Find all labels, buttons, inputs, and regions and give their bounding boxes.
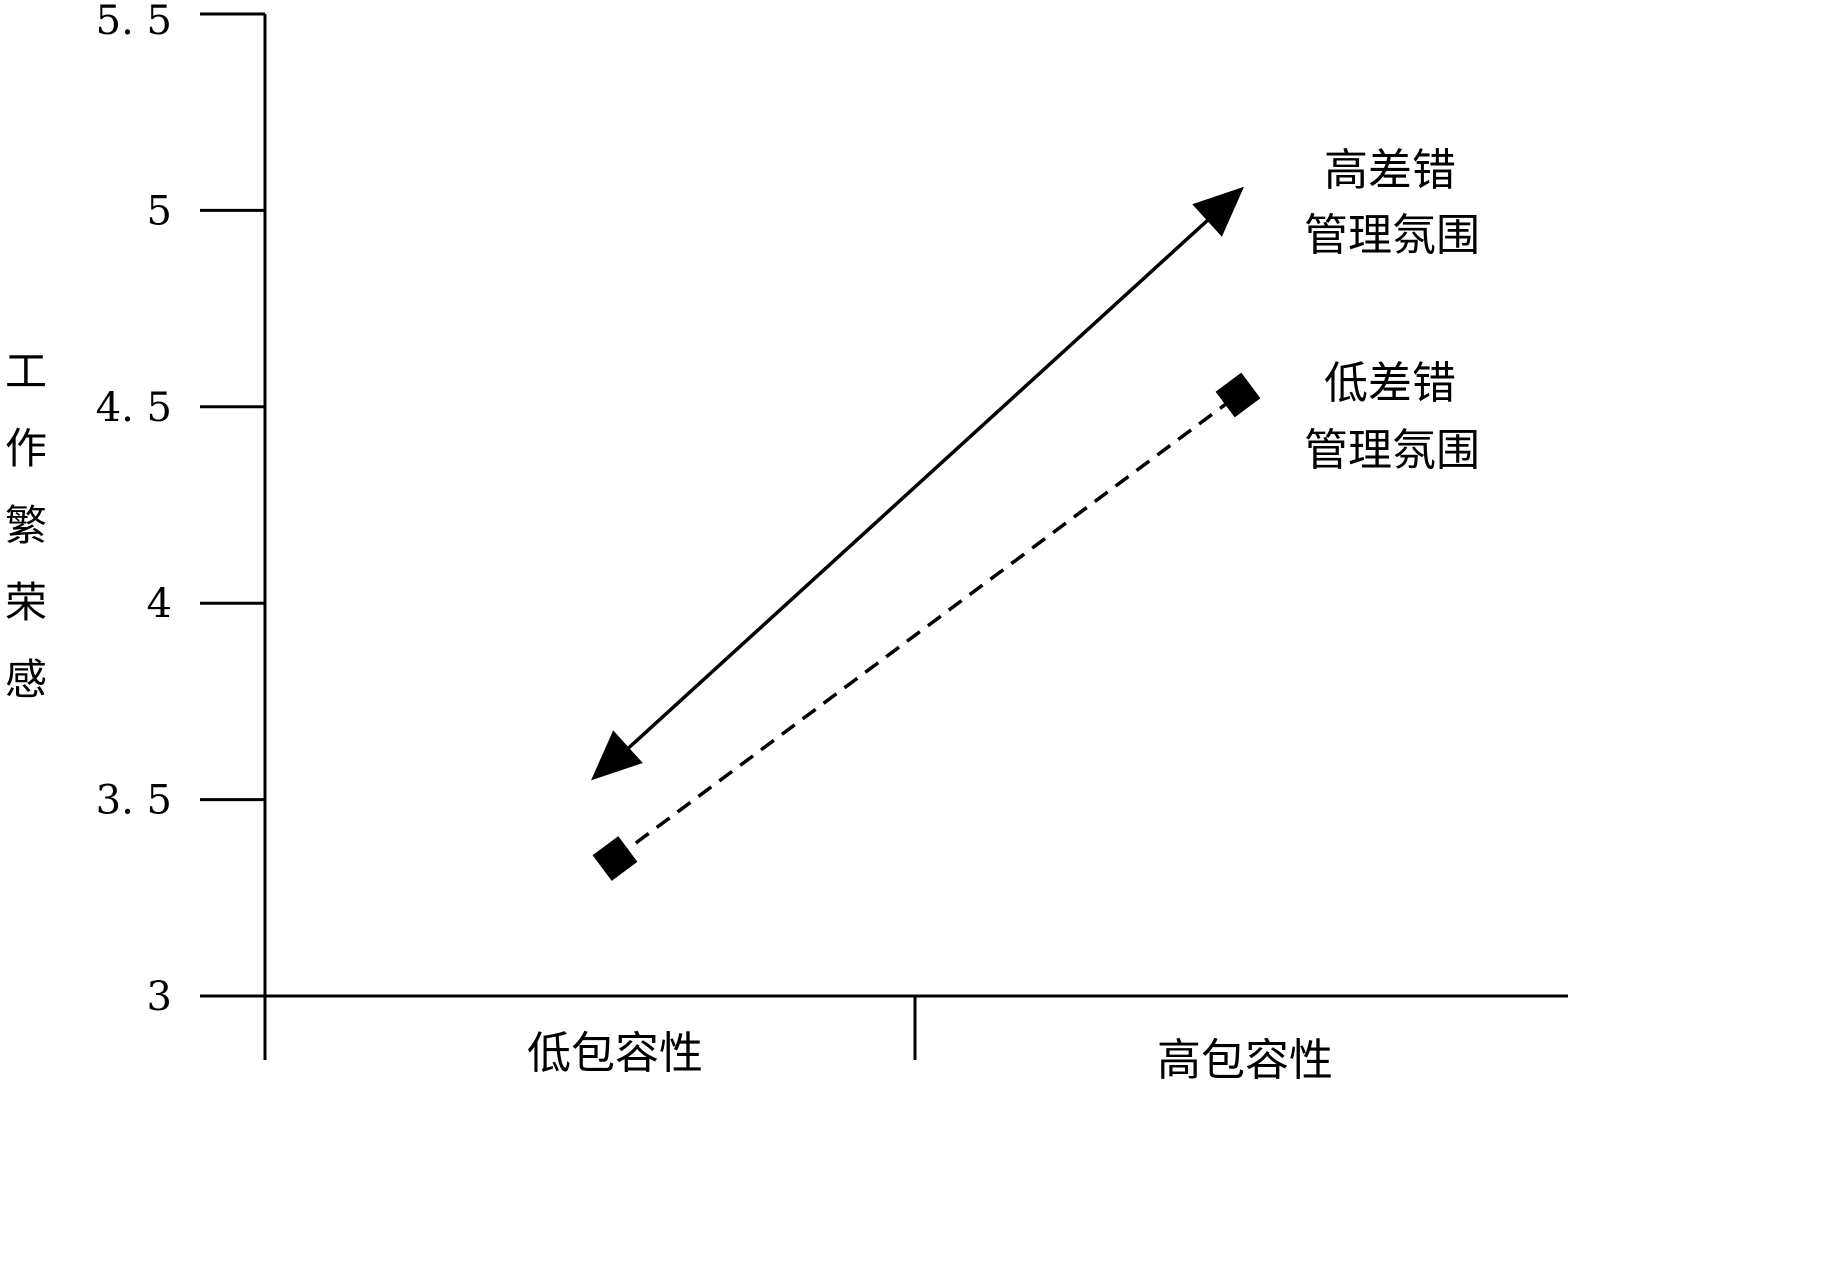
y-tick-label: 3 <box>147 974 172 1020</box>
y-axis-label-char: 感 <box>5 655 47 704</box>
x-category-label-high: 高包容性 <box>1157 1035 1333 1082</box>
y-tick-marks <box>200 12 265 998</box>
y-axis-label-char: 荣 <box>5 578 47 627</box>
series-high-marker-low <box>591 730 643 781</box>
legend-low: 低差错 管理氛围 <box>1304 358 1480 476</box>
y-axis-label-char: 作 <box>5 424 47 473</box>
y-tick-label: 5 <box>147 188 172 234</box>
series-low-marker-low <box>592 836 638 881</box>
y-tick-label: 3. 5 <box>96 778 172 824</box>
legend-high-line2: 管理氛围 <box>1304 210 1480 261</box>
series-low-marker-high <box>1215 372 1261 418</box>
y-tick-label: 4 <box>147 581 172 627</box>
y-ticks: 5. 5 5 4. 5 4 3. 5 3 <box>96 0 172 1020</box>
legend-low-line2: 管理氛围 <box>1304 425 1480 476</box>
legend-high-line1: 高差错 <box>1324 145 1456 196</box>
legend-low-line1: 低差错 <box>1324 358 1456 409</box>
series-high-marker-high <box>1192 186 1244 237</box>
y-axis-label-char: 工 <box>5 347 47 396</box>
series-group <box>591 186 1261 881</box>
series-low-line <box>613 393 1240 860</box>
y-tick-label: 4. 5 <box>96 385 172 431</box>
series-high-line <box>613 189 1242 762</box>
legend-high: 高差错 管理氛围 <box>1304 145 1480 261</box>
y-tick-label: 5. 5 <box>96 0 172 44</box>
y-axis-label-char: 繁 <box>5 501 47 550</box>
x-category-label-low: 低包容性 <box>527 1028 703 1079</box>
